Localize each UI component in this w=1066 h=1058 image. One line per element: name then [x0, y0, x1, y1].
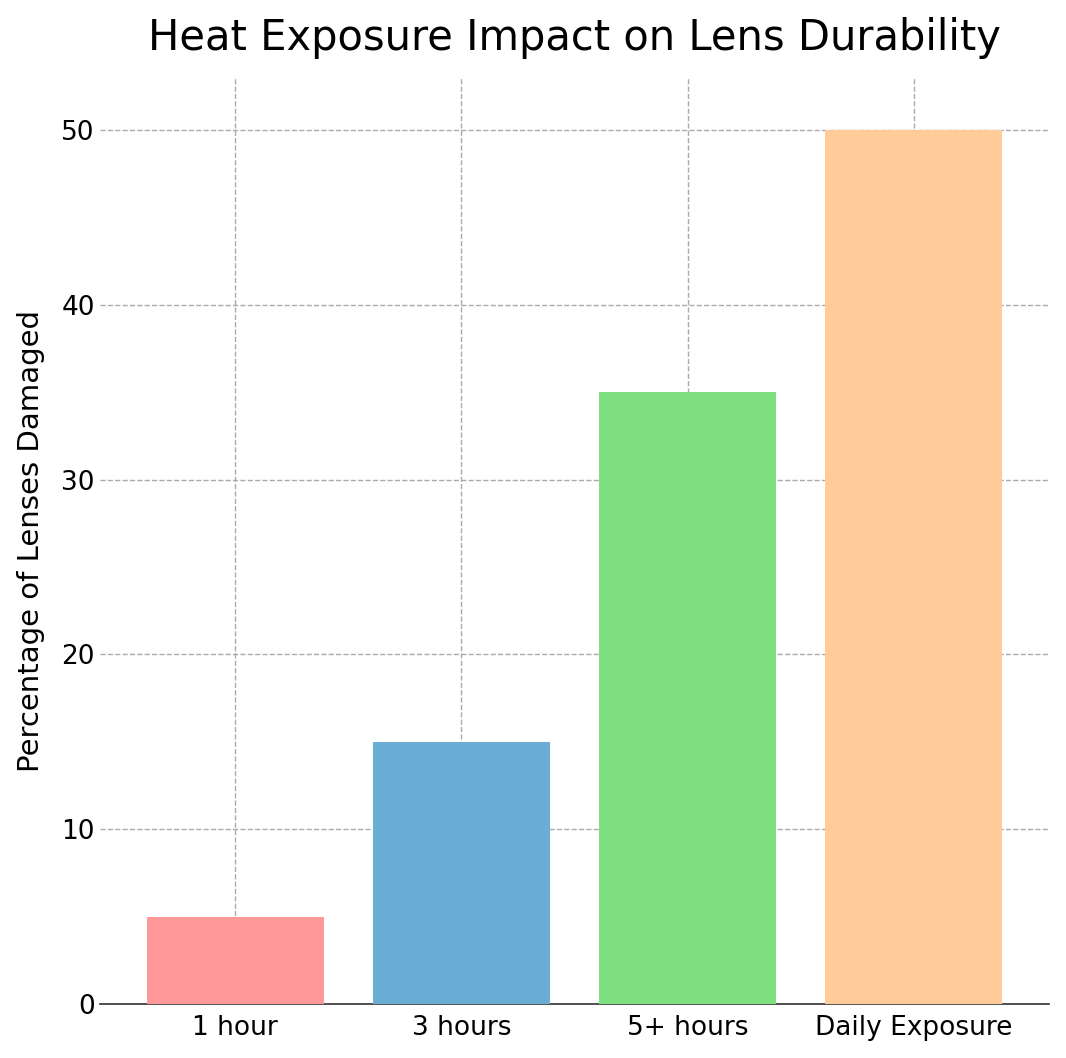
Y-axis label: Percentage of Lenses Damaged: Percentage of Lenses Damaged [17, 310, 45, 772]
Title: Heat Exposure Impact on Lens Durability: Heat Exposure Impact on Lens Durability [148, 17, 1001, 58]
Bar [825, 130, 1002, 1004]
Bar [147, 917, 324, 1004]
Bar [373, 742, 550, 1004]
Bar [599, 393, 776, 1004]
